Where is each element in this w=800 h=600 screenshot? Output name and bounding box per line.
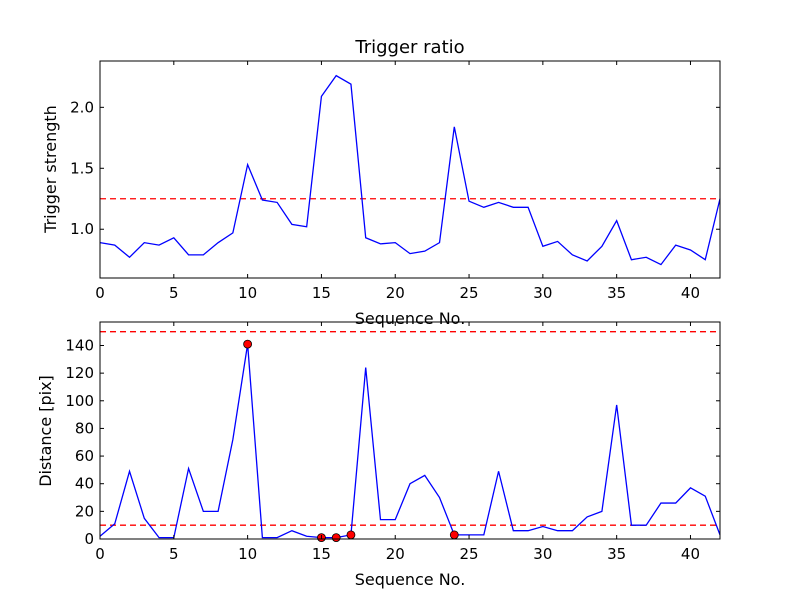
x-tick-label: 35 (607, 545, 626, 563)
x-tick-label: 10 (238, 545, 257, 563)
x-tick-label: 30 (533, 284, 552, 302)
data-marker (243, 339, 253, 349)
x-tick-label: 25 (460, 284, 479, 302)
plot-area: 0 5 10 15 20 25 30 35 40 1.0 1.5 2.0 (70, 60, 721, 302)
x-tick-label: 15 (312, 545, 331, 563)
distance-chart: Distance [pix] Sequence No. 0 5 10 15 20 25 30… (36, 321, 721, 589)
x-tick-label: 25 (460, 545, 479, 563)
x-axis-label: Sequence No. (355, 309, 466, 328)
y-tick-label: 2.0 (70, 98, 94, 116)
plot-area: 0 5 10 15 20 25 30 35 40 0 20 40 60 80 100 120 140 (65, 321, 721, 563)
series-line (99, 74, 721, 266)
y-tick-label: 0 (84, 530, 94, 548)
x-tick-label: 5 (169, 545, 179, 563)
x-tick-label: 20 (386, 545, 405, 563)
trigger-ratio-chart: Trigger ratio Trigger strength Sequence … (41, 37, 721, 328)
x-tick-label: 0 (95, 284, 105, 302)
axes-frame (99, 321, 721, 540)
x-tick-label: 35 (607, 284, 626, 302)
x-tick-label: 10 (238, 284, 257, 302)
y-axis-label: Trigger strength (41, 105, 60, 234)
x-tick-label: 5 (169, 284, 179, 302)
x-tick-label: 30 (533, 545, 552, 563)
chart-title: Trigger ratio (354, 37, 464, 58)
x-tick-label: 15 (312, 284, 331, 302)
y-tick-label: 1.0 (70, 220, 94, 238)
series-line (99, 344, 721, 539)
y-axis-label: Distance [pix] (36, 375, 55, 487)
y-tick-label: 80 (75, 419, 94, 437)
data-marker (449, 530, 459, 540)
x-tick-label: 40 (681, 284, 700, 302)
axes-frame (99, 60, 721, 279)
x-tick-label: 20 (386, 284, 405, 302)
y-tick-label: 40 (75, 475, 94, 493)
x-tick-label: 0 (95, 545, 105, 563)
x-axis-label: Sequence No. (355, 570, 466, 589)
data-marker (331, 533, 341, 543)
y-tick-label: 60 (75, 447, 94, 465)
y-tick-label: 120 (65, 364, 94, 382)
y-tick-label: 100 (65, 392, 94, 410)
x-tick-label: 40 (681, 545, 700, 563)
y-tick-label: 20 (75, 502, 94, 520)
data-marker (346, 530, 356, 540)
y-tick-label: 1.5 (70, 159, 94, 177)
y-tick-label: 140 (65, 336, 94, 354)
